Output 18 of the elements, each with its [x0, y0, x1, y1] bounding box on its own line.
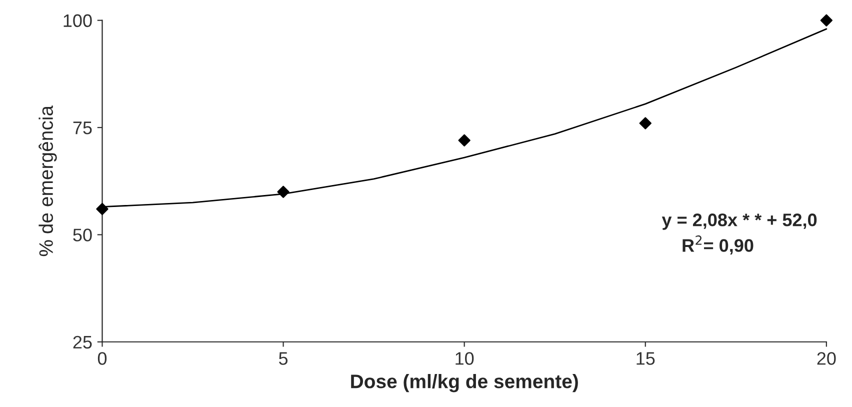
- annotation: R$^{2}$= 0,90: [682, 235, 754, 255]
- y-tick-label: 50: [73, 228, 92, 242]
- y-tick-label: 25: [73, 336, 92, 349]
- x-axis-title: Dose (ml/kg de semente): [351, 374, 578, 392]
- point: [277, 186, 290, 198]
- annotation: y = 2,08x * * + 52,0: [662, 214, 817, 230]
- y-axis-title: % de emergência: [38, 105, 57, 256]
- point: [820, 14, 833, 26]
- point: [639, 117, 652, 130]
- x-tick-label: 0: [98, 352, 107, 365]
- y-tick-label: 100: [64, 14, 92, 28]
- point: [96, 202, 108, 216]
- y-tick-label: 75: [73, 122, 92, 134]
- x-tick-label: 15: [636, 352, 655, 365]
- point: [458, 134, 470, 146]
- x-tick-label: 10: [456, 352, 474, 365]
- x-tick-label: 5: [278, 352, 288, 365]
- x-tick-label: 20: [817, 352, 836, 365]
